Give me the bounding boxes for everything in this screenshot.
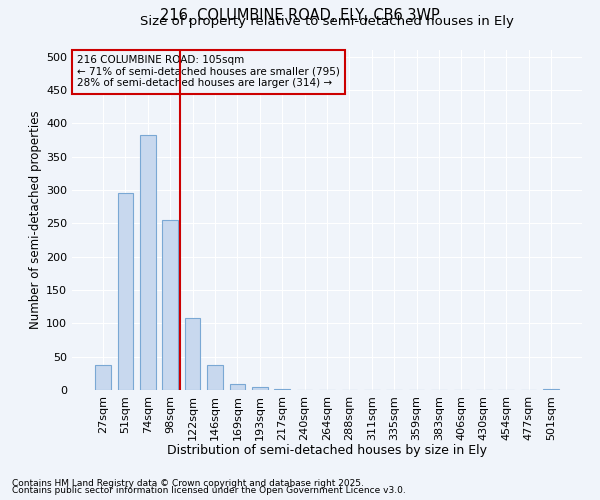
Bar [118, 194, 133, 390]
Text: Contains HM Land Registry data © Crown copyright and database right 2025.: Contains HM Land Registry data © Crown c… [12, 478, 364, 488]
Text: 216 COLUMBINE ROAD: 105sqm
← 71% of semi-detached houses are smaller (795)
28% o: 216 COLUMBINE ROAD: 105sqm ← 71% of semi… [77, 55, 340, 88]
Bar [230, 384, 245, 390]
Bar [207, 366, 223, 390]
Bar [252, 386, 268, 390]
Bar [274, 388, 290, 390]
Bar [163, 220, 178, 390]
Bar [140, 134, 155, 390]
Bar [185, 318, 200, 390]
Text: Contains public sector information licensed under the Open Government Licence v3: Contains public sector information licen… [12, 486, 406, 495]
Text: 216, COLUMBINE ROAD, ELY, CB6 3WP: 216, COLUMBINE ROAD, ELY, CB6 3WP [160, 8, 440, 22]
Y-axis label: Number of semi-detached properties: Number of semi-detached properties [29, 110, 42, 330]
Title: Size of property relative to semi-detached houses in Ely: Size of property relative to semi-detach… [140, 15, 514, 28]
Bar [95, 366, 111, 390]
X-axis label: Distribution of semi-detached houses by size in Ely: Distribution of semi-detached houses by … [167, 444, 487, 457]
Bar [543, 388, 559, 390]
